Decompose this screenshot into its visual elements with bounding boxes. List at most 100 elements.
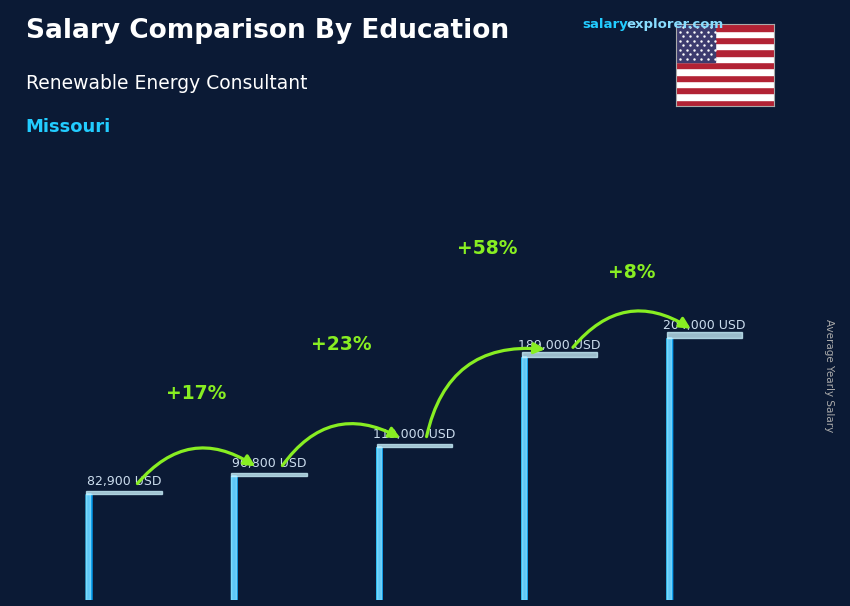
Bar [87, 493, 89, 600]
Bar [523, 358, 524, 600]
Bar [87, 493, 89, 600]
Bar [87, 493, 89, 600]
Bar [667, 338, 670, 600]
Bar [668, 338, 671, 600]
Bar [379, 447, 382, 600]
Bar [523, 358, 525, 600]
Bar [88, 493, 90, 600]
Bar [88, 493, 91, 600]
Bar [378, 447, 381, 600]
Bar [88, 493, 90, 600]
Bar [668, 338, 671, 600]
Bar [667, 338, 670, 600]
Bar [668, 338, 670, 600]
Bar [378, 447, 381, 600]
Bar [669, 338, 672, 600]
Bar [523, 358, 525, 600]
Bar [87, 493, 89, 600]
Text: Salary Comparison By Education: Salary Comparison By Education [26, 18, 508, 44]
Text: +8%: +8% [609, 263, 656, 282]
Bar [232, 476, 235, 600]
Bar [676, 37, 774, 43]
FancyArrowPatch shape [138, 448, 252, 484]
Bar [234, 476, 236, 600]
Bar [88, 493, 91, 600]
Bar [524, 358, 526, 600]
Bar [232, 476, 235, 600]
Bar [377, 447, 380, 600]
Bar [377, 447, 379, 600]
Bar [377, 447, 379, 600]
Bar [231, 473, 307, 476]
Bar [523, 358, 525, 600]
Bar [524, 358, 525, 600]
Bar [378, 447, 381, 600]
Bar [378, 447, 381, 600]
Bar [378, 447, 381, 600]
Bar [88, 493, 89, 600]
Bar [232, 476, 235, 600]
Bar [232, 476, 235, 600]
FancyArrowPatch shape [427, 344, 541, 436]
Bar [669, 338, 672, 600]
Bar [233, 476, 235, 600]
Bar [377, 447, 380, 600]
Bar [523, 358, 525, 600]
Bar [232, 476, 235, 600]
Bar [524, 358, 526, 600]
Bar [668, 338, 671, 600]
Bar [523, 358, 525, 600]
Bar [232, 476, 235, 600]
Bar [233, 476, 235, 600]
Bar [88, 493, 91, 600]
Text: explorer.com: explorer.com [626, 18, 723, 31]
Bar [232, 476, 235, 600]
Bar [676, 56, 774, 62]
Bar [233, 476, 235, 600]
Bar [377, 447, 379, 600]
Bar [233, 476, 235, 600]
Bar [88, 493, 90, 600]
Bar [87, 493, 88, 600]
Bar [378, 447, 381, 600]
Bar [231, 476, 234, 600]
Bar [378, 447, 381, 600]
Bar [377, 447, 380, 600]
Bar [523, 358, 525, 600]
Bar [377, 447, 380, 600]
Bar [676, 24, 715, 62]
Text: 119,000 USD: 119,000 USD [373, 428, 456, 441]
Text: 189,000 USD: 189,000 USD [518, 339, 601, 351]
Bar [88, 493, 90, 600]
Bar [87, 493, 89, 600]
Text: +23%: +23% [311, 335, 372, 354]
Bar [232, 476, 235, 600]
Bar [676, 68, 774, 75]
Bar [378, 447, 381, 600]
Bar [668, 338, 671, 600]
Bar [667, 338, 670, 600]
Bar [669, 338, 672, 600]
Bar [668, 338, 670, 600]
Text: Renewable Energy Consultant: Renewable Energy Consultant [26, 74, 307, 93]
Bar [667, 338, 670, 600]
Bar [668, 338, 671, 600]
Bar [233, 476, 235, 600]
Bar [377, 447, 379, 600]
Bar [232, 476, 235, 600]
Text: 96,800 USD: 96,800 USD [232, 457, 307, 470]
Bar [377, 447, 379, 600]
Bar [524, 358, 526, 600]
Bar [522, 358, 524, 600]
Bar [86, 493, 90, 600]
Bar [668, 338, 671, 600]
Bar [676, 24, 774, 30]
Bar [378, 447, 380, 600]
Bar [232, 476, 235, 600]
Bar [231, 476, 234, 600]
Bar [522, 358, 524, 600]
Bar [233, 476, 235, 600]
Bar [233, 476, 235, 600]
Bar [669, 338, 672, 600]
Bar [667, 332, 743, 338]
